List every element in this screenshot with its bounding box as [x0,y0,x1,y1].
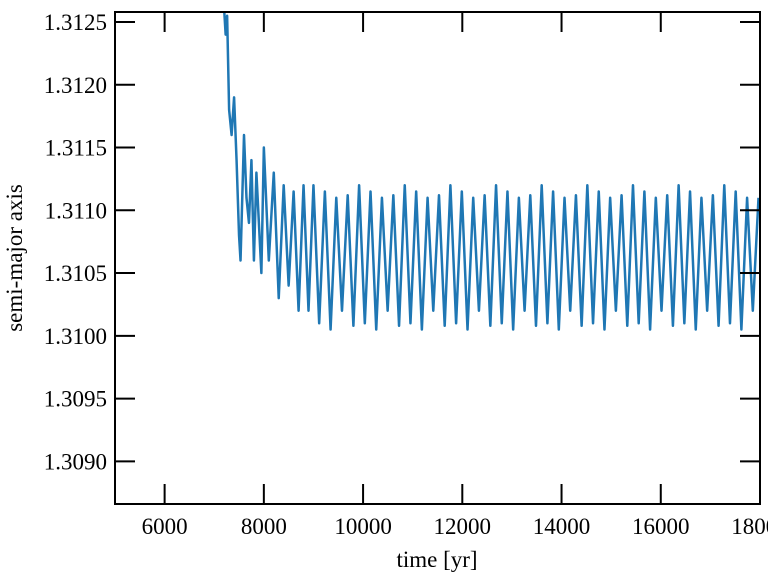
data-line [223,12,760,331]
x-tick-label: 18000 [731,514,768,539]
x-tick-label: 14000 [533,514,591,539]
plot-area [223,12,760,331]
y-tick-label: 1.3115 [45,136,107,161]
y-tick-label: 1.3120 [44,73,107,98]
y-tick-label: 1.3090 [44,449,107,474]
x-tick-label: 12000 [434,514,492,539]
y-tick-label: 1.3095 [44,387,107,412]
y-tick-label: 1.3125 [44,10,107,35]
y-axis-label: semi-major axis [2,184,27,332]
x-axis-label: time [yr] [396,547,477,572]
y-tick-label: 1.3110 [45,198,107,223]
x-tick-label: 10000 [334,514,392,539]
x-tick-label: 8000 [241,514,287,539]
plot-frame [114,11,761,505]
y-tick-label: 1.3100 [44,324,107,349]
y-tick-label: 1.3105 [44,261,107,286]
x-tick-label: 6000 [142,514,188,539]
x-tick-label: 16000 [632,514,690,539]
